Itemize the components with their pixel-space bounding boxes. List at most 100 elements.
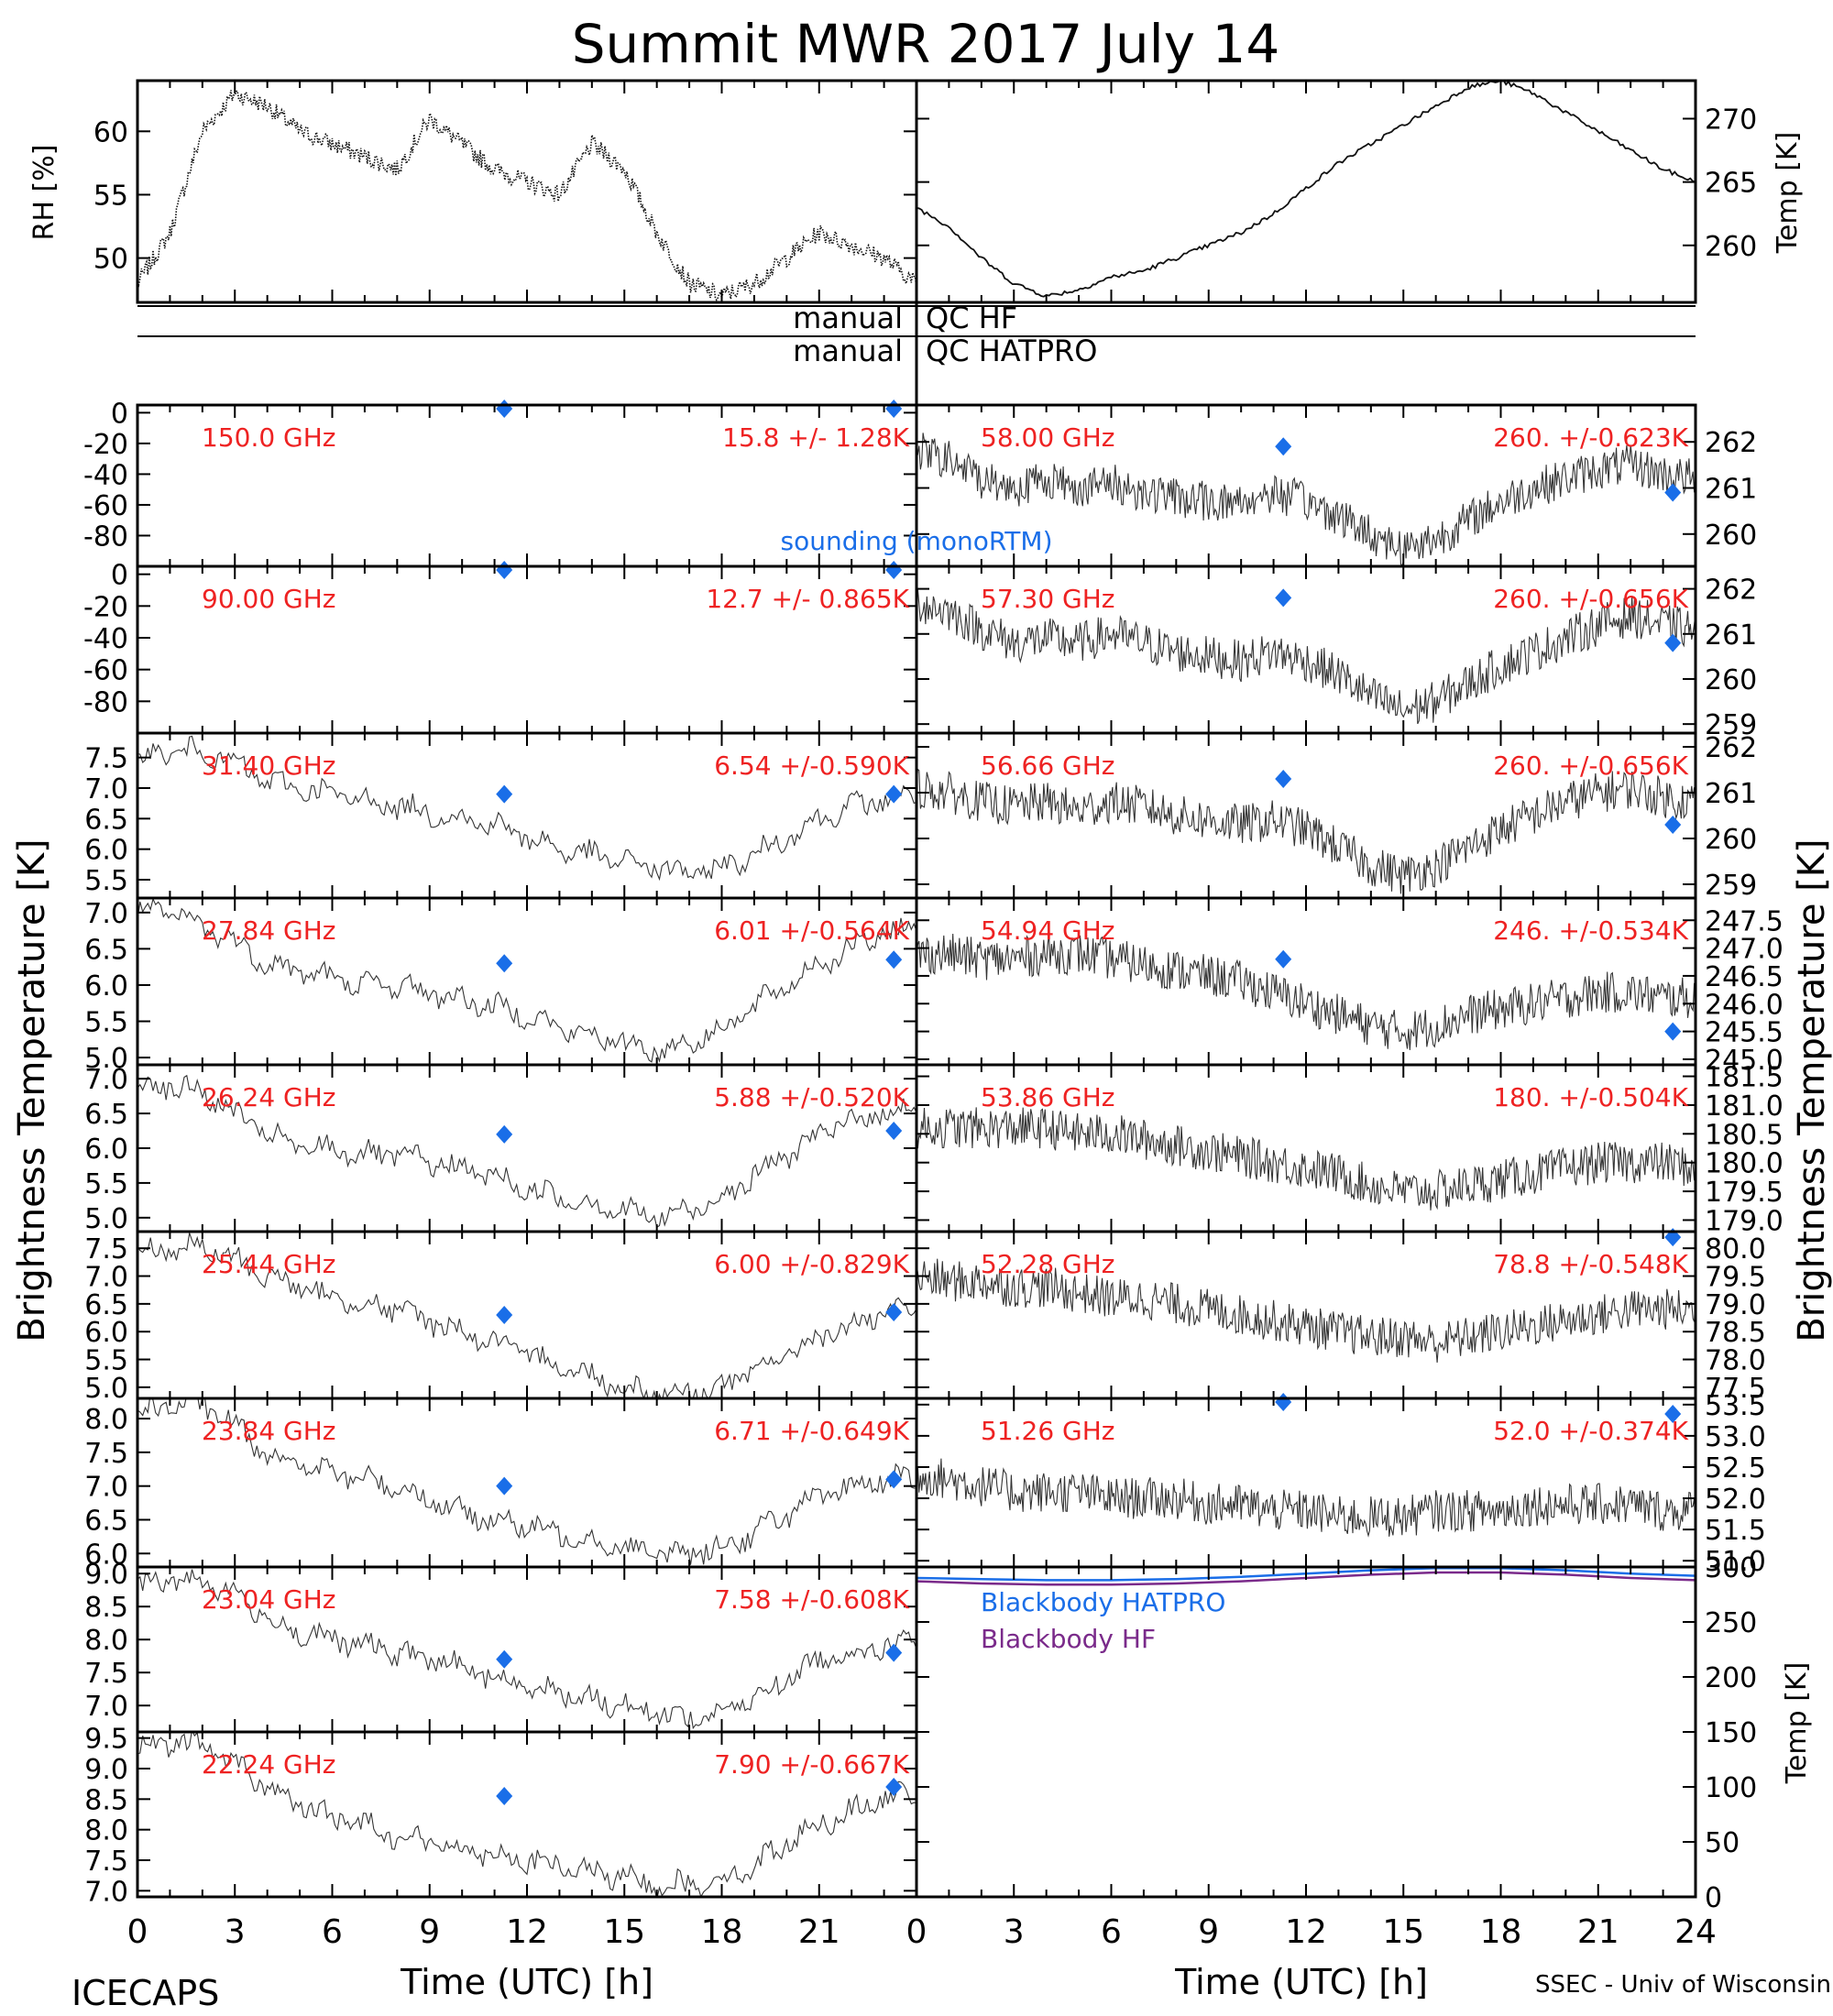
panel-56-66: 262 261 260 259 56.66 GHz 260. +/-0.656K bbox=[915, 731, 1757, 902]
y-tick-label: 261 bbox=[1705, 619, 1757, 652]
y-tick-label: 262 bbox=[1705, 575, 1757, 607]
y-tick-label: 200 bbox=[1705, 1662, 1757, 1694]
panel-frame bbox=[136, 79, 918, 304]
x-tick-label: 18 bbox=[701, 1913, 743, 1951]
y-tick-label: 6.0 bbox=[84, 1539, 128, 1571]
y-tick-label: 0 bbox=[1705, 1882, 1722, 1914]
stat-label: 15.8 +/- 1.28K bbox=[722, 422, 909, 453]
qc-strip: manual QC HF manual QC HATPRO bbox=[137, 301, 1696, 368]
y-tick-label: -80 bbox=[83, 686, 128, 718]
x-tick-label: 0 bbox=[906, 1913, 927, 1951]
y-tick-label: 6.5 bbox=[84, 804, 128, 836]
frequency-label: 56.66 GHz bbox=[981, 751, 1115, 781]
y-tick-label: 5.5 bbox=[84, 865, 128, 897]
sounding-point bbox=[885, 1470, 903, 1489]
data-trace bbox=[916, 433, 1696, 566]
y-tick-label: 7.5 bbox=[84, 1658, 128, 1690]
x-tick-label: 3 bbox=[1004, 1913, 1025, 1951]
x-tick-label: 18 bbox=[1480, 1913, 1522, 1951]
panel-y-label: RH [%] bbox=[28, 145, 60, 241]
y-tick-label: 270 bbox=[1705, 104, 1757, 136]
frequency-label: 22.24 GHz bbox=[202, 1749, 336, 1780]
left-y-axis-label: Brightness Temperature [K] bbox=[11, 838, 53, 1342]
panel-58-00: 262 261 260 58.00 GHz 260. +/-0.623K bbox=[915, 403, 1757, 568]
y-tick-label: 5.5 bbox=[84, 1007, 128, 1039]
data-trace bbox=[916, 768, 1696, 894]
legend-hatpro: Blackbody HATPRO bbox=[981, 1587, 1225, 1617]
y-tick-label: 7.0 bbox=[84, 773, 128, 805]
y-tick-label: 246.0 bbox=[1705, 989, 1784, 1021]
stat-label: 260. +/-0.656K bbox=[1493, 584, 1688, 614]
data-trace bbox=[137, 1233, 916, 1398]
y-tick-label: 6.0 bbox=[84, 1134, 128, 1166]
x-tick-label: 24 bbox=[1674, 1913, 1717, 1951]
panel-blackbody: 300 250 200 150 100 50 0 Temp [K] Blackbody HATP… bbox=[915, 1552, 1813, 1914]
y-tick-label: -60 bbox=[83, 655, 128, 687]
stat-label: 7.58 +/-0.608K bbox=[714, 1584, 909, 1615]
y-tick-label: 5.5 bbox=[84, 1168, 128, 1200]
y-tick-label: 262 bbox=[1705, 427, 1757, 459]
y-tick-label: 260 bbox=[1705, 824, 1757, 856]
panel-23-04: 9.08.58.07.57.0 23.04 GHz 7.58 +/-0.608K bbox=[84, 1559, 918, 1734]
data-trace bbox=[916, 81, 1696, 298]
x-tick-label: 21 bbox=[798, 1913, 840, 1951]
frequency-label: 23.84 GHz bbox=[202, 1416, 336, 1446]
y-tick-label: 5.5 bbox=[84, 1345, 128, 1377]
y-tick-label: 247.5 bbox=[1705, 905, 1784, 937]
sounding-point bbox=[496, 400, 513, 418]
y-tick-label: 7.5 bbox=[84, 1233, 128, 1265]
qc-hatpro-label: manual bbox=[793, 334, 903, 368]
y-tick-label: 7.0 bbox=[84, 1064, 128, 1096]
y-tick-label: 9.5 bbox=[84, 1724, 128, 1756]
y-tick-label: 181.0 bbox=[1705, 1090, 1784, 1123]
chart-title: Summit MWR 2017 July 14 bbox=[572, 13, 1280, 75]
y-tick-label: 8.5 bbox=[84, 1784, 128, 1816]
y-tick-label: 261 bbox=[1705, 474, 1757, 506]
data-trace bbox=[916, 933, 1696, 1050]
y-tick-label: 260 bbox=[1705, 664, 1757, 696]
sounding-point bbox=[885, 950, 903, 970]
y-tick-label: -40 bbox=[83, 623, 128, 655]
y-tick-label: 260 bbox=[1705, 231, 1757, 263]
footer-right: SSEC - Univ of Wisconsin bbox=[1535, 1971, 1831, 1999]
panel-rh: 50 55 60 RH [%] bbox=[28, 79, 918, 304]
sounding-point bbox=[885, 561, 903, 579]
y-tick-label: 179.0 bbox=[1705, 1205, 1784, 1237]
panel-25-44: 7.57.06.56.05.55.0 25.44 GHz 6.00 +/-0.829… bbox=[84, 1230, 918, 1405]
x-tick-label: 9 bbox=[419, 1913, 440, 1951]
panel-22-24: 9.59.08.58.07.57.0 22.24 GHz 7.90 +/-0.667… bbox=[84, 1724, 918, 1908]
y-tick-label: 179.5 bbox=[1705, 1177, 1784, 1209]
y-tick-label: 7.0 bbox=[84, 1691, 128, 1723]
sounding-point bbox=[496, 784, 513, 804]
data-trace bbox=[137, 1074, 916, 1229]
data-trace bbox=[137, 1398, 916, 1565]
y-tick-label: 80.0 bbox=[1705, 1233, 1766, 1265]
x-tick-label: 3 bbox=[225, 1913, 246, 1951]
x-tick-label: 9 bbox=[1198, 1913, 1219, 1951]
panel-26-24: 7.06.56.05.55.0 26.24 GHz 5.88 +/-0.520K bbox=[84, 1063, 918, 1235]
y-tick-label: 0 bbox=[111, 398, 128, 430]
sounding-point bbox=[496, 1787, 513, 1805]
x-tick-label: 15 bbox=[603, 1913, 645, 1951]
y-tick-label: 245.5 bbox=[1705, 1017, 1784, 1049]
sounding-point bbox=[1275, 437, 1292, 456]
data-trace bbox=[137, 1569, 916, 1730]
panel-52-28: 80.079.579.078.578.077.5 52.28 GHz 78.8 +/… bbox=[915, 1228, 1766, 1405]
panel-y-label: Temp [K] bbox=[1772, 132, 1804, 255]
sounding-point bbox=[496, 1124, 513, 1144]
y-tick-label: -60 bbox=[83, 490, 128, 522]
y-tick-label: 8.0 bbox=[84, 1404, 128, 1436]
sounding-point bbox=[885, 1643, 903, 1662]
stat-label: 7.90 +/-0.667K bbox=[714, 1749, 909, 1780]
sounding-point bbox=[1664, 816, 1682, 834]
sounding-point bbox=[1664, 483, 1682, 502]
y-tick-label: 8.0 bbox=[84, 1815, 128, 1847]
y-tick-label: 181.5 bbox=[1705, 1062, 1784, 1094]
sounding-point bbox=[885, 1302, 903, 1321]
qc-hf-value: QC HF bbox=[926, 301, 1017, 335]
sounding-point bbox=[885, 784, 903, 804]
frequency-label: 90.00 GHz bbox=[202, 584, 336, 614]
sounding-point bbox=[1275, 949, 1292, 969]
